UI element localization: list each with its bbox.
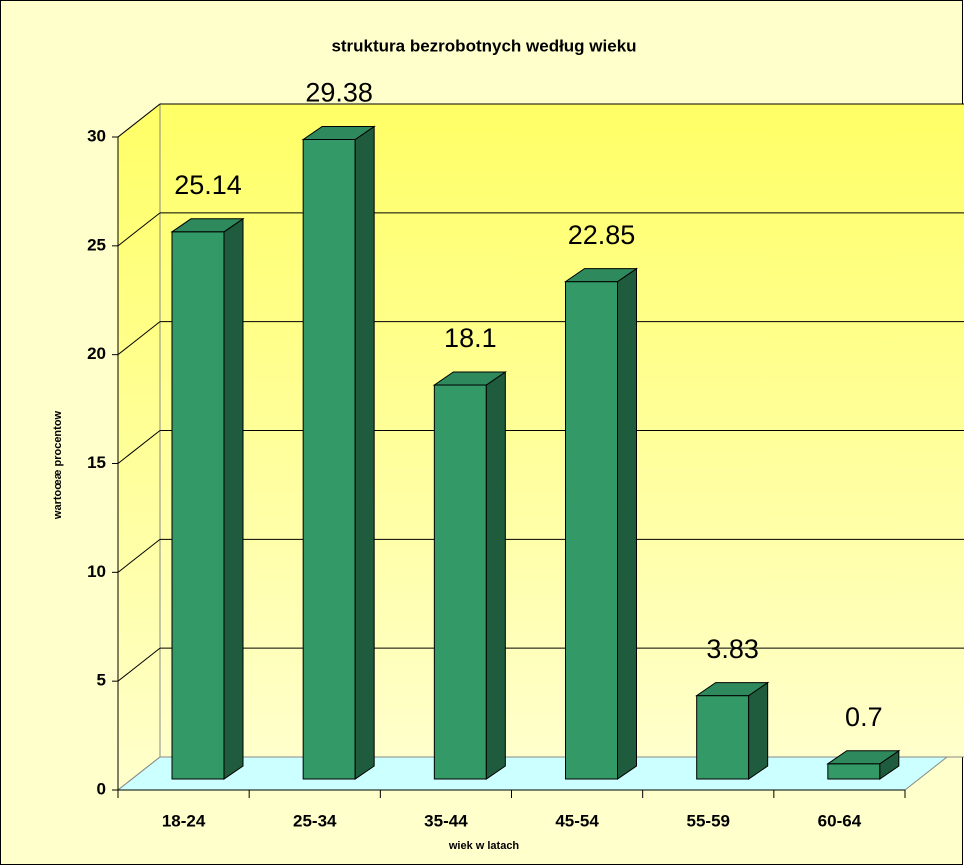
bar [826,749,901,780]
data-label: 29.38 [305,78,373,108]
data-label: 0.7 [845,702,883,732]
data-label: 25.14 [174,170,242,200]
side-grid-line [117,321,161,356]
chart-title: struktura bezrobotnych według wieku [331,36,636,55]
side-grid-line [117,538,161,573]
bar-front [827,763,881,780]
bar [301,125,376,780]
bar-side [354,125,375,780]
bar-side [223,217,244,780]
bar-top [301,125,376,140]
bar-top [826,750,901,765]
bar-side [617,267,637,780]
data-label: 18.1 [444,323,497,353]
bar-side [485,371,506,780]
bar-front [696,695,750,780]
bar-top [432,371,507,386]
data-label: 22.85 [568,220,636,250]
bar-front [565,281,618,780]
y-tick-label: 30 [87,126,106,145]
bar [432,371,507,780]
bar [170,217,245,780]
bar [695,681,770,780]
bar-top [695,682,770,697]
y-tick-label: 15 [87,453,106,472]
side-grid-line [117,212,161,247]
side-grid-line [117,647,161,682]
x-tick-label: 55-59 [687,811,730,830]
y-tick-label: 10 [87,562,106,581]
side-grid-line [117,103,161,138]
side-grid-line [117,430,161,464]
bar [563,267,639,780]
y-tick-label: 20 [87,344,106,363]
x-tick-label: 60-64 [818,811,862,830]
bar-front [171,231,225,780]
bar-front [302,138,356,780]
x-tick-label: 35-44 [424,811,468,830]
bar-front [433,384,487,780]
bar-side [748,681,769,780]
x-tick-label: 18-24 [162,811,206,830]
y-tick-label: 25 [87,235,106,254]
y-tick-label: 0 [97,779,106,798]
data-label: 3.83 [706,634,759,664]
bar-top [170,218,245,233]
x-tick-label: 45-54 [555,811,599,830]
x-axis-title: wiek w latach [448,840,520,852]
x-tick-label: 25-34 [293,811,337,830]
y-tick-label: 5 [97,671,106,690]
bar-top [563,268,639,283]
y-axis-title: wartoœæ procentow [52,410,64,520]
